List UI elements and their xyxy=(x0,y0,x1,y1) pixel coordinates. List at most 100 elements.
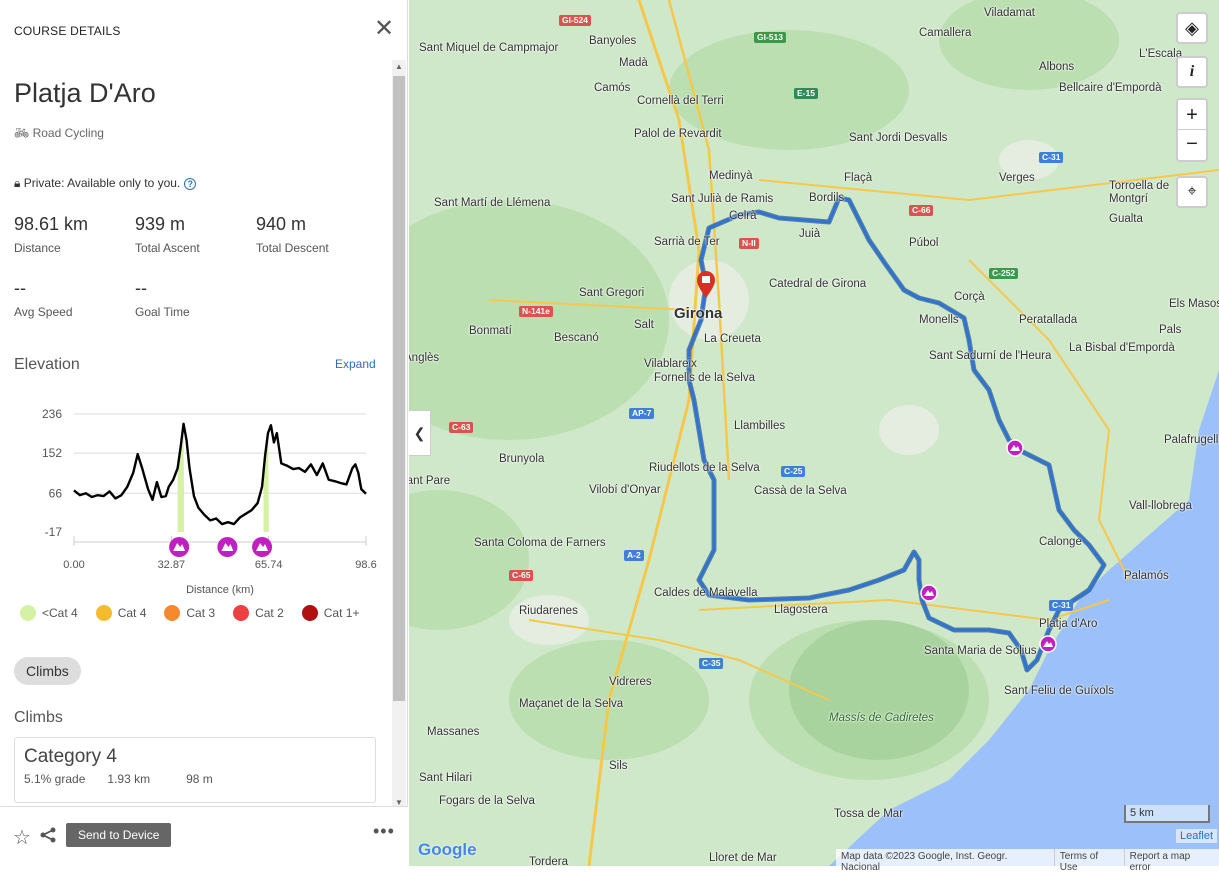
legend-swatch xyxy=(20,605,36,621)
map-place-label: Caldes de Malavella xyxy=(654,587,758,599)
stat-goal-time: -- Goal Time xyxy=(135,278,190,319)
climb-card[interactable]: Category 4 5.1% grade 1.93 km 98 m xyxy=(14,737,376,803)
map-place-label: Riudarenes xyxy=(519,605,578,617)
mountain-glyph xyxy=(173,543,186,551)
map-place-label: Sant Feliu de Guíxols xyxy=(1004,685,1114,697)
climb-gain: 98 m xyxy=(186,772,213,786)
mountain-glyph xyxy=(924,590,934,596)
report-error-link[interactable]: Report a map error xyxy=(1123,849,1219,873)
map-place-label: Girona xyxy=(674,305,723,322)
climb-marker-icon[interactable] xyxy=(252,537,273,557)
climb-marker-icon[interactable] xyxy=(1039,635,1057,653)
route-line xyxy=(687,196,1106,672)
road xyxy=(698,598,1110,622)
expand-link[interactable]: Expand xyxy=(335,357,376,371)
climb-segment xyxy=(177,423,185,532)
map-place-label: Monells xyxy=(919,314,959,326)
map-place-label: Catedral de Girona xyxy=(769,278,867,290)
zoom-in-button[interactable]: + xyxy=(1178,100,1206,130)
road-badge: C-252 xyxy=(989,268,1019,279)
climb-marker-icon[interactable] xyxy=(217,537,238,557)
share-icon[interactable] xyxy=(40,827,56,843)
road-badge: C-35 xyxy=(699,658,724,669)
map-place-label: Verges xyxy=(999,172,1035,184)
elevation-chart[interactable]: 236 152 66 -17 0.00 32.87 65.74 98.6 Distance (k… xyxy=(0,395,390,600)
x-tick-label: 32.87 xyxy=(158,559,186,571)
climbs-filter-button[interactable]: Climbs xyxy=(14,657,81,685)
stat-descent: 940 m Total Descent xyxy=(256,214,329,255)
close-icon[interactable]: ✕ xyxy=(374,15,395,42)
course-details-panel: COURSE DETAILS ✕ ▲ ▼ Platja D'Aro 🚲︎ Road… xyxy=(0,0,408,866)
y-tick-label: 236 xyxy=(42,407,62,421)
collapse-panel-button[interactable]: ❮ xyxy=(409,410,431,456)
road-badge: C-65 xyxy=(509,570,534,581)
layers-icon[interactable]: ◈ xyxy=(1176,12,1208,44)
map-place-label: Maçanet de la Selva xyxy=(519,698,624,710)
map[interactable]: Sant Miquel de Campmajor Banyoles Madà Camó… xyxy=(409,0,1219,866)
scrollbar[interactable]: ▲ ▼ xyxy=(392,60,406,810)
map-place-label: Calonge xyxy=(1039,536,1082,548)
climb-marker-icon[interactable] xyxy=(1006,439,1024,457)
sea xyxy=(829,370,1219,866)
activity-type: 🚲︎ Road Cycling xyxy=(14,126,104,140)
map-place-label: Sant Sadurní de l'Heura xyxy=(929,350,1052,362)
legend-swatch xyxy=(233,605,250,621)
zoom-out-button[interactable]: − xyxy=(1186,133,1198,155)
climb-marker-icon[interactable] xyxy=(169,537,190,557)
road-badge: A-2 xyxy=(624,550,644,561)
send-to-device-button[interactable]: Send to Device xyxy=(66,823,172,847)
legend-item: Cat 2 xyxy=(233,605,284,621)
mountain-glyph xyxy=(1010,445,1020,451)
map-place-label: Madà xyxy=(619,57,648,69)
terms-link[interactable]: Terms of Use xyxy=(1053,849,1124,873)
info-icon[interactable]: i xyxy=(1176,56,1208,88)
map-place-label: Juià xyxy=(799,228,821,240)
map-place-label: Vilablareix xyxy=(644,358,697,370)
map-place-label: Palamós xyxy=(1124,570,1169,582)
map-place-label: Peratallada xyxy=(1019,314,1078,326)
road-badge: C-66 xyxy=(909,205,934,216)
star-icon[interactable]: ☆ xyxy=(13,827,31,849)
map-place-label: Els Masos de Pals xyxy=(1169,298,1219,310)
legend-item: <Cat 4 xyxy=(20,605,78,621)
x-tick-label: 98.6 xyxy=(355,559,376,571)
help-icon[interactable]: ? xyxy=(184,178,197,190)
climbs-heading: Climbs xyxy=(14,709,63,726)
map-place-label: Bordils xyxy=(809,192,845,204)
map-place-label: Vilobí d'Onyar xyxy=(589,484,661,496)
x-tick-label: 0.00 xyxy=(63,559,84,571)
map-place-label: Corçà xyxy=(954,291,985,303)
map-place-label: Sant Martí de Llémena xyxy=(434,197,551,209)
mountain-glyph xyxy=(221,543,234,551)
stat-distance: 98.61 km Distance xyxy=(14,214,89,255)
urban-area xyxy=(509,595,589,645)
course-title: Platja D'Aro xyxy=(14,78,156,108)
map-place-label: Massanes xyxy=(427,726,480,738)
map-canvas[interactable] xyxy=(409,0,1219,866)
map-place-label: Llagostera xyxy=(774,604,828,616)
legend-swatch xyxy=(95,605,112,621)
climb-marker-icon[interactable] xyxy=(920,584,938,602)
elevation-line xyxy=(73,422,367,526)
start-pin-icon[interactable] xyxy=(697,271,715,298)
map-place-label: Sant Jordi Desvalls xyxy=(849,132,948,144)
locate-icon[interactable]: ⌖ xyxy=(1176,176,1208,208)
google-logo: Google xyxy=(418,840,477,859)
climb-category: Category 4 xyxy=(24,746,117,767)
more-options-icon[interactable]: ••• xyxy=(373,821,395,841)
road-badge: N-141e xyxy=(519,306,553,317)
road xyxy=(968,259,1130,581)
panel-footer: ☆ Send to Device ••• xyxy=(0,806,408,866)
map-place-label: Cornellà del Terri xyxy=(637,95,724,107)
map-place-label: Sarrià de Ter xyxy=(654,236,720,248)
leaflet-link[interactable]: Leaflet xyxy=(1176,829,1218,843)
map-place-label: Camallera xyxy=(919,27,972,39)
map-place-label: Vall-llobrega xyxy=(1129,500,1193,512)
map-place-label: Sant Julià de Ramis xyxy=(671,193,774,205)
mountain-glyph xyxy=(256,543,269,551)
lock-icon: 🔒︎ xyxy=(14,176,21,190)
stat-avg-speed: -- Avg Speed xyxy=(14,278,73,319)
forest xyxy=(669,30,909,150)
x-tick-label: 65.74 xyxy=(255,559,283,571)
map-place-label: Bescanó xyxy=(554,332,599,344)
